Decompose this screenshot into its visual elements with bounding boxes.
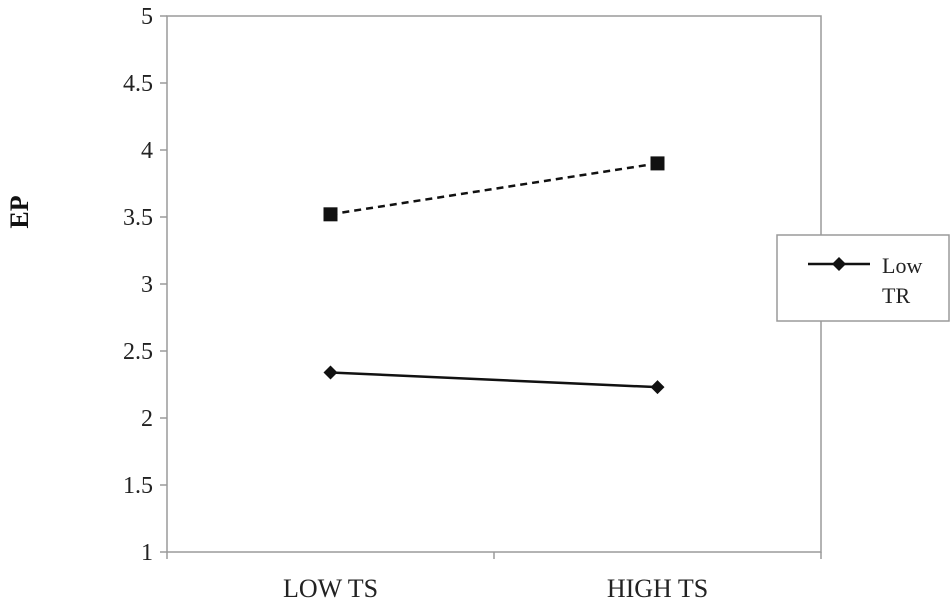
y-tick-label: 1 — [141, 540, 153, 566]
diamond-point-marker — [323, 365, 338, 380]
plot-area — [166, 15, 822, 553]
y-tick-label: 2.5 — [123, 339, 153, 365]
y-tick-label: 4 — [141, 138, 153, 164]
legend-label-line1: Low — [882, 253, 922, 278]
y-tick-label: 3.5 — [123, 205, 153, 231]
x-category-label: LOW TS — [283, 574, 378, 603]
y-tick-label: 3 — [141, 272, 153, 298]
legend-label-line2: TR — [882, 283, 910, 308]
x-axis-ticks: LOW TS HIGH TS — [166, 552, 822, 603]
y-axis-label: EP — [5, 195, 34, 228]
legend-box — [776, 234, 950, 322]
y-tick-label: 5 — [141, 4, 153, 30]
x-category-label: HIGH TS — [607, 574, 708, 603]
diamond-point-marker — [650, 380, 665, 395]
y-axis-ticks: 1 1.5 2 2.5 3 3.5 4 4.5 5 — [123, 4, 167, 566]
series-layer — [323, 156, 665, 395]
y-tick-label: 2 — [141, 406, 153, 432]
series-line — [330, 371, 658, 389]
square-point-marker — [323, 207, 338, 222]
y-tick-label: 1.5 — [123, 473, 153, 499]
legend-diamond-marker — [832, 257, 846, 271]
legend: Low TR — [776, 234, 950, 322]
y-tick-label: 4.5 — [123, 71, 153, 97]
square-point-marker — [650, 156, 665, 171]
